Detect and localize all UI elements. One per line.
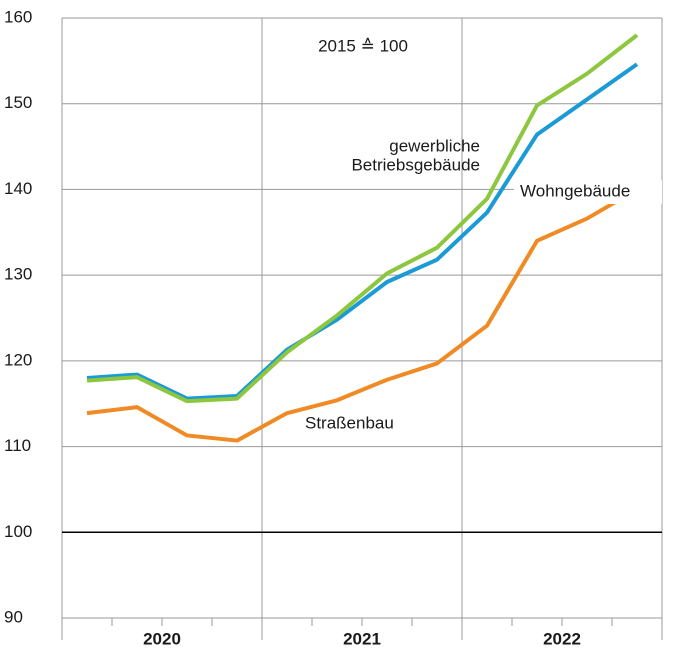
y-tick-label: 90: [4, 607, 23, 626]
annotation: 2015 ≙ 100: [318, 36, 408, 55]
x-year-label: 2021: [343, 629, 381, 648]
series-line: [86, 33, 639, 404]
series-line: [86, 187, 639, 443]
y-tick-label: 130: [4, 265, 32, 284]
series-label: Betriebsgebäude: [351, 155, 480, 174]
x-year-label: 2022: [543, 629, 581, 648]
y-tick-label: 100: [4, 522, 32, 541]
y-tick-label: 120: [4, 350, 32, 369]
series-label: Straßenbau: [305, 413, 394, 432]
series-label: gewerbliche: [389, 136, 480, 155]
y-tick-label: 140: [4, 179, 32, 198]
y-tick-label: 110: [4, 436, 31, 455]
label-background: [514, 180, 662, 204]
x-year-label: 2020: [143, 629, 181, 648]
y-tick-label: 150: [4, 93, 32, 112]
series-line: [86, 62, 639, 401]
series-label: Wohngebäude: [520, 181, 630, 200]
y-tick-label: 160: [4, 7, 32, 26]
